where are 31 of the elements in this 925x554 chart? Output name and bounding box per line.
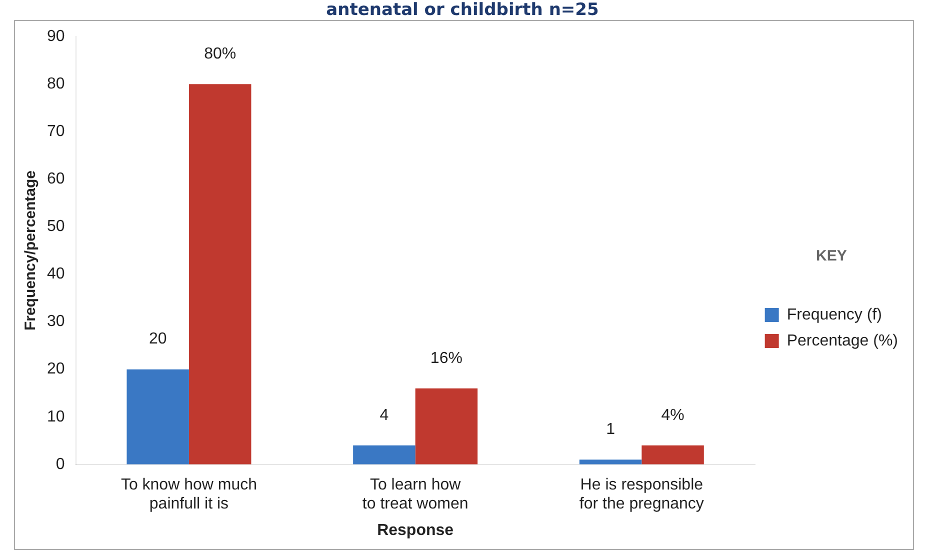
y-tick-label: 10 (47, 408, 65, 426)
legend-label: Frequency (f) (786, 306, 882, 324)
bar (126, 369, 189, 464)
y-tick-label: 50 (47, 218, 65, 236)
chart-title: antenatal or childbirth n=25 (325, 0, 600, 20)
bar (353, 445, 416, 464)
data-label: 4% (661, 406, 684, 424)
bar (579, 460, 642, 464)
y-tick-label: 0 (56, 456, 65, 473)
x-tick-label: He is responsible for the pregnancy (579, 476, 704, 513)
y-tick-label: 70 (47, 123, 65, 140)
y-tick-label: 40 (47, 266, 65, 283)
y-tick-label: 90 (47, 28, 65, 46)
y-axis-title: Frequency/percentage (22, 170, 40, 331)
y-tick-label: 60 (47, 170, 65, 188)
x-tick-label: To know how much painfull it is (120, 476, 257, 513)
bar (642, 445, 704, 464)
legend-title: KEY (816, 248, 847, 265)
bar (188, 84, 252, 464)
bar (415, 388, 478, 464)
y-tick-label: 80 (47, 76, 65, 93)
data-label: 20 (148, 330, 167, 348)
data-label: 1 (606, 421, 616, 438)
data-label: 80% (204, 46, 236, 63)
x-tick-label: To learn how to treat women (362, 476, 468, 513)
legend-label: Percentage (%) (786, 332, 898, 350)
data-label: 16% (430, 350, 462, 367)
x-axis-title: Response (377, 522, 454, 539)
y-tick-label: 30 (47, 313, 65, 330)
data-label: 4 (380, 406, 389, 424)
y-tick-label: 20 (47, 360, 65, 378)
